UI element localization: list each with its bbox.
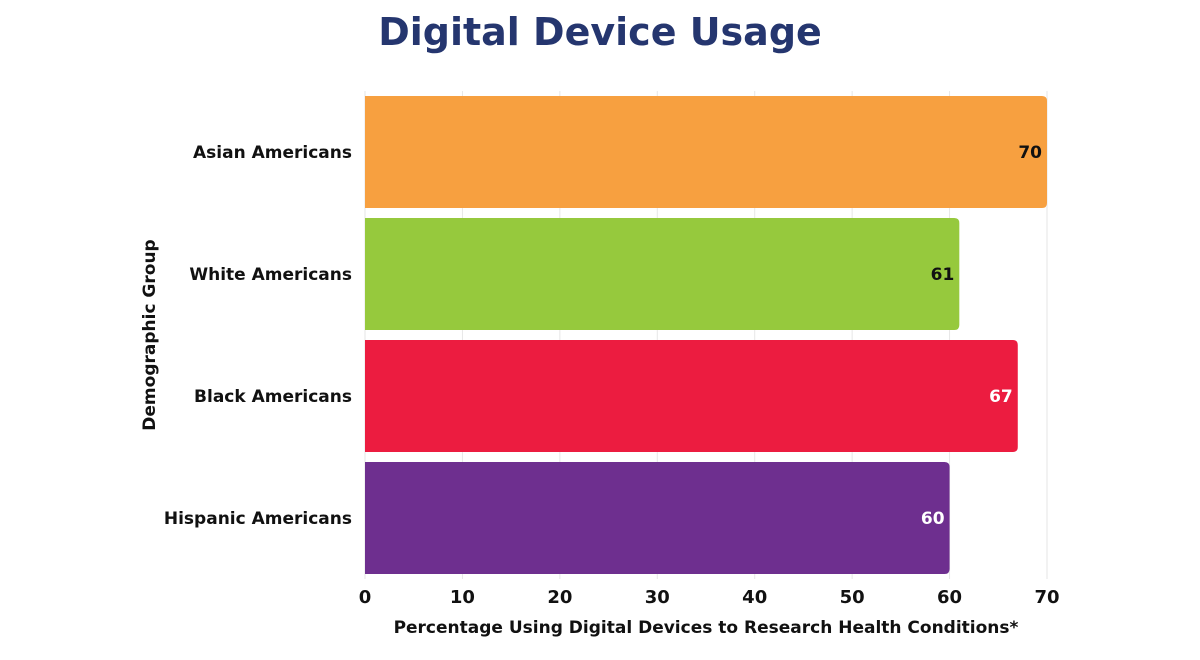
category-label: Asian Americans: [193, 143, 352, 163]
bars: 70 61 67 60: [365, 96, 1047, 574]
bar: [365, 462, 950, 574]
x-tick-label: 0: [359, 587, 372, 608]
category-labels: Asian Americans White Americans Black Amer…: [164, 143, 352, 529]
x-tick-label: 30: [645, 587, 670, 608]
y-axis-title: Demographic Group: [140, 239, 160, 430]
x-tick-label: 10: [450, 587, 475, 608]
x-tick-labels: 0 10 20 30 40 50 60 70: [359, 587, 1060, 608]
bar-value-label: 60: [921, 509, 945, 529]
category-label: Hispanic Americans: [164, 509, 352, 529]
x-tick-label: 60: [937, 587, 962, 608]
bar-value-label: 61: [931, 265, 955, 285]
x-tick-label: 70: [1034, 587, 1059, 608]
x-tick-label: 50: [840, 587, 865, 608]
bar: [365, 340, 1018, 452]
bar-value-label: 67: [989, 387, 1013, 407]
chart-title: Digital Device Usage: [378, 10, 822, 54]
category-label: White Americans: [189, 265, 352, 285]
bar: [365, 96, 1047, 208]
x-tick-label: 20: [547, 587, 572, 608]
x-tick-label: 40: [742, 587, 767, 608]
category-label: Black Americans: [194, 387, 352, 407]
bar: [365, 218, 960, 330]
bar-value-label: 70: [1018, 143, 1042, 163]
x-axis-title: Percentage Using Digital Devices to Rese…: [394, 618, 1019, 638]
